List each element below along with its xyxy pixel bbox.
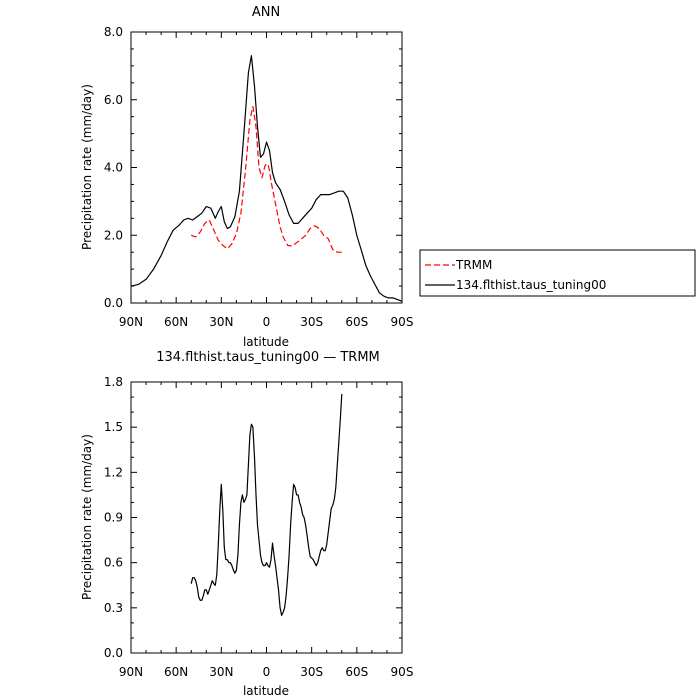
legend: TRMM 134.flthist.taus_tuning00 <box>419 249 696 297</box>
top-x-tick-label-4: 30S <box>300 315 323 329</box>
top-panel: ANN 90N 60N 30N 0 30S 60S 90S 0.02.04.06.08.0 … <box>80 5 696 349</box>
top-y-tick-label-2: 4.0 <box>104 161 123 175</box>
bottom-y-tick-labels: 0.0 0.3 0.6 0.9 1.2 1.5 1.8 <box>104 375 123 660</box>
bottom-x-tick-label-6: 90S <box>391 665 414 679</box>
bottom-x-tick-label-2: 30N <box>209 665 233 679</box>
bottom-y-axis-title: Precipitation rate (mm/day) <box>80 434 94 600</box>
top-x-axis-title: latitude <box>243 335 289 349</box>
bottom-x-tick-label-5: 60S <box>345 665 368 679</box>
bottom-x-tick-label-0: 90N <box>119 665 143 679</box>
top-y-axis-title: Precipitation rate (mm/day) <box>80 84 94 250</box>
bottom-x-tick-label-4: 30S <box>300 665 323 679</box>
top-y-tick-labels: 0.0 2.0 4.0 6.0 8.0 <box>104 25 123 310</box>
top-chart-title: ANN <box>252 5 280 20</box>
bottom-x-tick-label-3: 0 <box>263 665 271 679</box>
top-x-tick-label-0: 90N <box>119 315 143 329</box>
bottom-y-tick-label-3: 0.9 <box>104 511 123 525</box>
bottom-y-tick-label-6: 1.8 <box>104 375 123 389</box>
top-x-tick-label-5: 60S <box>345 315 368 329</box>
top-x-tick-label-2: 30N <box>209 315 233 329</box>
bottom-y-tick-label-0: 0.0 <box>104 646 123 660</box>
bottom-y-tick-label-2: 0.6 <box>104 556 123 570</box>
top-x-tick-label-3: 0 <box>263 315 271 329</box>
bottom-series-line-difference <box>190 393 343 617</box>
top-x-tick-label-6: 90S <box>391 315 414 329</box>
top-y-tick-label-4: 8.0 <box>104 25 123 39</box>
top-series-line-trmm <box>190 105 342 253</box>
bottom-panel: 134.flthist.taus_tuning00 — TRMM 90N 60N 3… <box>80 350 413 698</box>
bottom-x-axis-title: latitude <box>243 684 289 698</box>
top-y-tick-label-3: 6.0 <box>104 93 123 107</box>
top-y-tick-label-0: 0.0 <box>104 296 123 310</box>
bottom-y-tick-label-5: 1.5 <box>104 420 123 434</box>
bottom-plot-frame <box>130 381 403 654</box>
bottom-series-lines <box>190 393 343 617</box>
bottom-axis-ticks <box>130 381 403 654</box>
top-x-tick-labels: 90N 60N 30N 0 30S 60S 90S <box>119 315 414 329</box>
bottom-chart-title: 134.flthist.taus_tuning00 — TRMM <box>156 350 380 365</box>
top-plot-frame <box>130 31 403 304</box>
bottom-x-tick-label-1: 60N <box>164 665 188 679</box>
bottom-y-tick-label-4: 1.2 <box>104 465 123 479</box>
top-axis-ticks <box>130 31 403 304</box>
legend-box <box>419 249 696 297</box>
bottom-y-tick-label-1: 0.3 <box>104 601 123 615</box>
top-series-lines <box>130 55 403 302</box>
top-series-line-134-flthist-taus-tuning00 <box>130 55 403 302</box>
bottom-x-tick-labels: 90N 60N 30N 0 30S 60S 90S <box>119 665 414 679</box>
legend-label-model: 134.flthist.taus_tuning00 <box>456 278 606 292</box>
top-x-tick-label-1: 60N <box>164 315 188 329</box>
top-y-tick-label-1: 2.0 <box>104 228 123 242</box>
legend-label-trmm: TRMM <box>455 258 492 272</box>
